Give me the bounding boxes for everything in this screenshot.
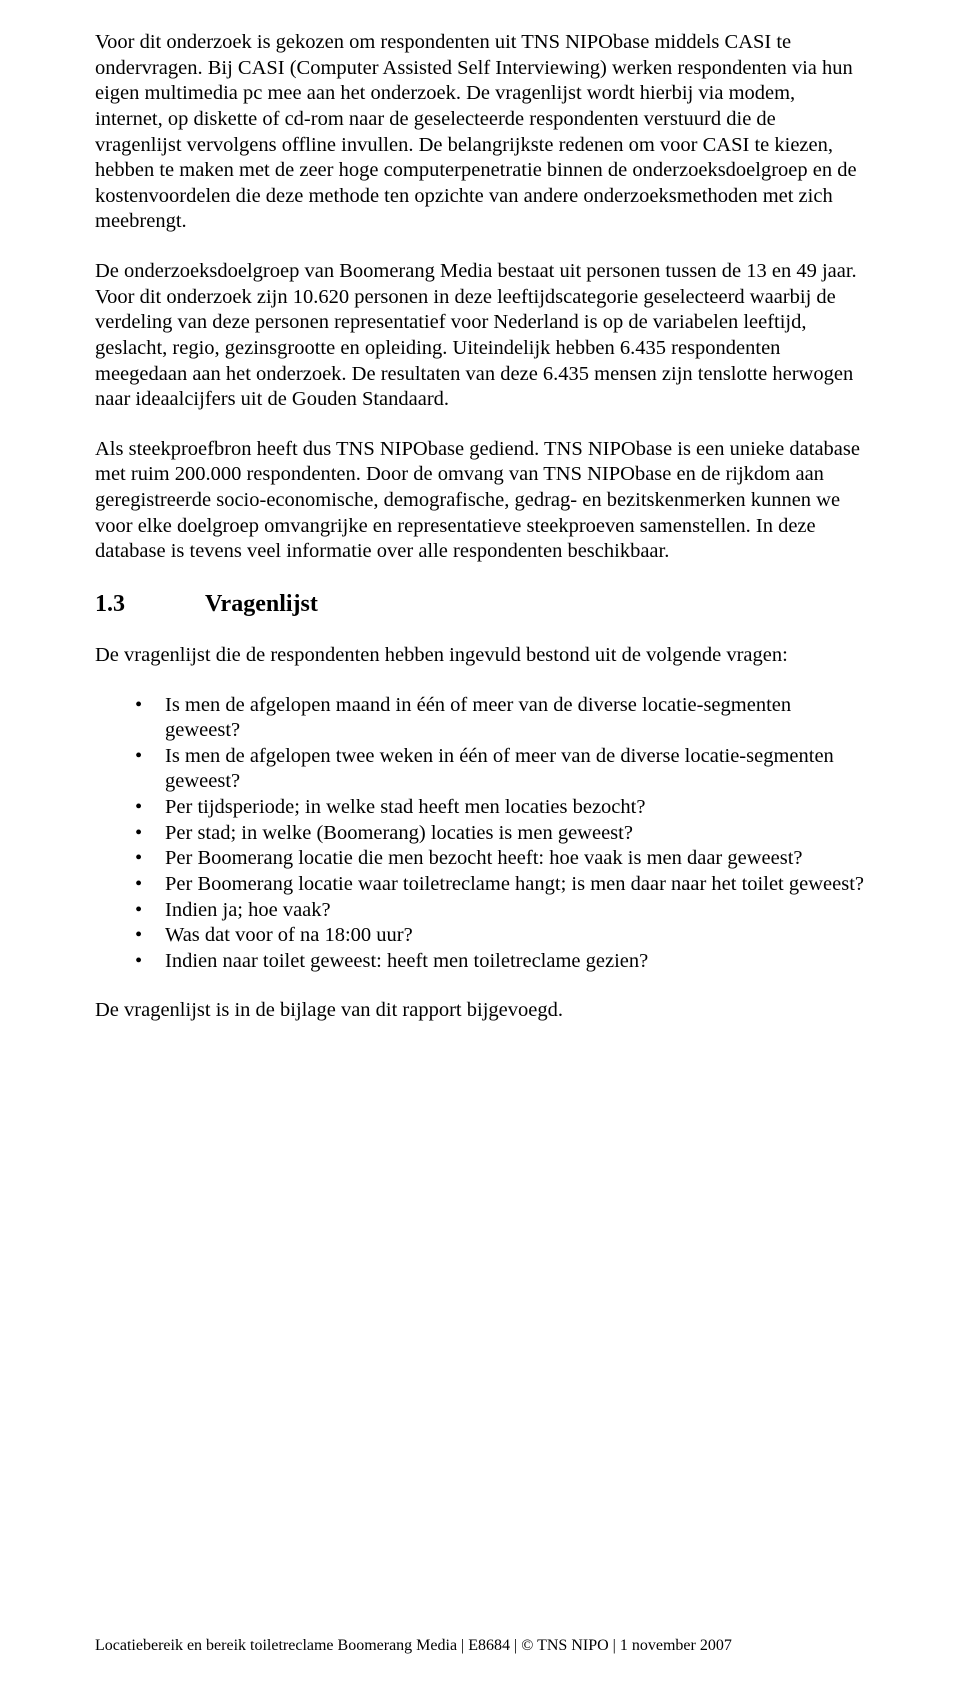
page-footer: Locatiebereik en bereik toiletreclame Bo…: [95, 1636, 732, 1656]
paragraph-2: De onderzoeksdoelgroep van Boomerang Med…: [95, 259, 865, 413]
list-item: Indien ja; hoe vaak?: [165, 898, 865, 924]
paragraph-4: De vragenlijst die de respondenten hebbe…: [95, 643, 865, 669]
list-item: Was dat voor of na 18:00 uur?: [165, 923, 865, 949]
list-item: Indien naar toilet geweest: heeft men to…: [165, 949, 865, 975]
list-item: Per Boomerang locatie die men bezocht he…: [165, 846, 865, 872]
section-number: 1.3: [95, 589, 205, 619]
list-item: Is men de afgelopen twee weken in één of…: [165, 744, 865, 795]
paragraph-5: De vragenlijst is in de bijlage van dit …: [95, 998, 865, 1024]
list-item: Per tijdsperiode; in welke stad heeft me…: [165, 795, 865, 821]
section-heading: 1.3Vragenlijst: [95, 589, 865, 619]
question-list: Is men de afgelopen maand in één of meer…: [95, 693, 865, 975]
section-title: Vragenlijst: [205, 591, 318, 617]
list-item: Is men de afgelopen maand in één of meer…: [165, 693, 865, 744]
list-item: Per stad; in welke (Boomerang) locaties …: [165, 821, 865, 847]
list-item: Per Boomerang locatie waar toiletreclame…: [165, 872, 865, 898]
paragraph-3: Als steekproefbron heeft dus TNS NIPObas…: [95, 437, 865, 565]
paragraph-1: Voor dit onderzoek is gekozen om respond…: [95, 30, 865, 235]
